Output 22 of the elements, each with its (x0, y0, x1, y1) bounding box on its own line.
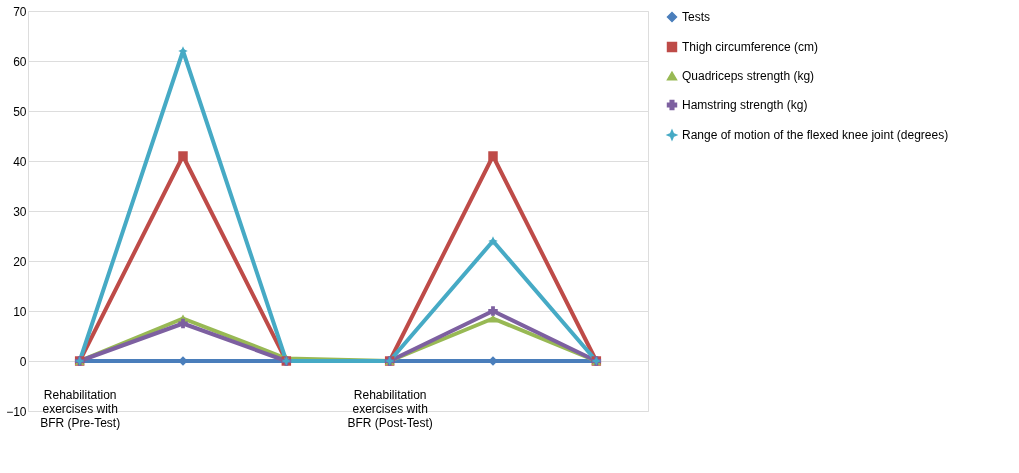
x-tick-label: Rehabilitation exercises with BFR (Pre-Test) (40, 387, 121, 430)
point (488, 306, 498, 316)
y-tick-label: 40 (13, 154, 27, 169)
y-tick-label: 50 (13, 104, 27, 119)
y-tick-label: 30 (13, 204, 27, 219)
legend-label: Tests (682, 10, 711, 24)
point (488, 151, 498, 161)
y-tick-label: −10 (6, 404, 27, 419)
y-tick-label: 60 (13, 54, 27, 69)
y-tick-label: 10 (13, 304, 27, 319)
legend-label: Quadriceps strength (kg) (682, 69, 815, 83)
legend-label: Thigh circumference (cm) (682, 40, 819, 54)
point (178, 151, 188, 161)
point (488, 314, 498, 323)
y-tick-label: 70 (13, 4, 27, 19)
legend-label: Hamstring strength (kg) (682, 98, 808, 112)
y-tick-label: 20 (13, 254, 27, 269)
x-tick-label: Rehabilitation exercises with BFR (Post-Test) (347, 387, 433, 430)
point (488, 236, 498, 246)
legend-label: Range of motion of the flexed knee joint (degrees) (682, 128, 949, 142)
y-tick-label: 0 (19, 354, 27, 369)
point (178, 318, 188, 329)
